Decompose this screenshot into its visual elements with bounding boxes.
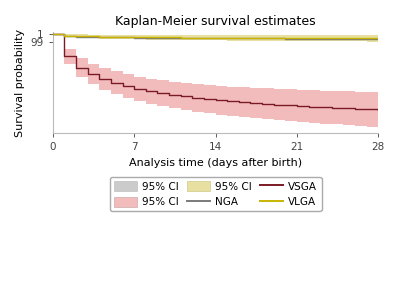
Title: Kaplan-Meier survival estimates: Kaplan-Meier survival estimates [115,15,316,28]
Legend: 95% CI, 95% CI, 95% CI, NGA, VSGA, VLGA: 95% CI, 95% CI, 95% CI, NGA, VSGA, VLGA [110,177,322,211]
X-axis label: Analysis time (days after birth): Analysis time (days after birth) [129,158,302,168]
Y-axis label: Survival probability: Survival probability [15,29,25,137]
